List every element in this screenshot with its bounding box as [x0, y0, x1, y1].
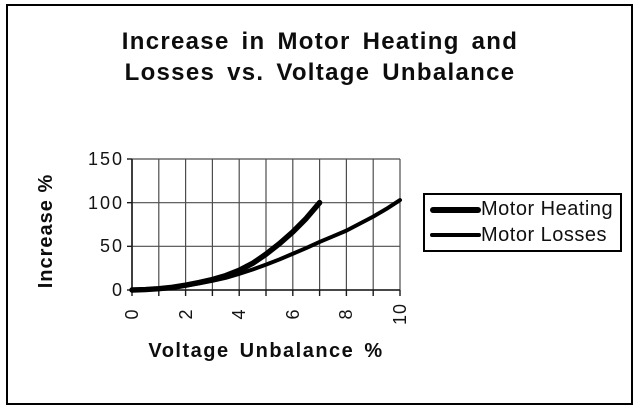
- chart-title-line1: Increase in Motor Heating and: [121, 28, 519, 55]
- x-axis-title: Voltage Unbalance %: [148, 340, 384, 362]
- y-tick-label-50: 50: [99, 236, 124, 256]
- y-axis-title: Increase %: [35, 173, 57, 289]
- x-tick-label-4: 4: [229, 308, 249, 320]
- x-tick-label-10: 10: [390, 302, 410, 326]
- y-tick-label-100: 100: [87, 193, 124, 213]
- chart-title-line2: Losses vs. Voltage Unbalance: [124, 59, 516, 86]
- axis-lines: [131, 159, 400, 291]
- legend-item-motor-heating: Motor Heating: [430, 198, 618, 221]
- legend-label-motor-losses: Motor Losses: [481, 223, 608, 246]
- y-tick-label-150: 150: [87, 149, 124, 169]
- motor-losses-line-swatch: [430, 233, 481, 238]
- legend: Motor Heating Motor Losses: [423, 193, 622, 252]
- motor-heating-line-swatch: [430, 206, 481, 213]
- axis-tick-marks: [127, 158, 401, 296]
- chart-title: Increase in Motor Heating and Losses vs.…: [0, 26, 640, 88]
- plot-area: [127, 158, 402, 296]
- legend-item-motor-losses: Motor Losses: [430, 224, 618, 247]
- x-tick-label-2: 2: [176, 308, 196, 320]
- y-tick-label-0: 0: [111, 280, 124, 300]
- x-tick-label-6: 6: [283, 308, 303, 320]
- x-tick-label-0: 0: [122, 308, 142, 320]
- legend-label-motor-heating: Motor Heating: [481, 198, 614, 221]
- motor-losses-curve: [130, 198, 402, 292]
- x-tick-label-8: 8: [336, 308, 356, 320]
